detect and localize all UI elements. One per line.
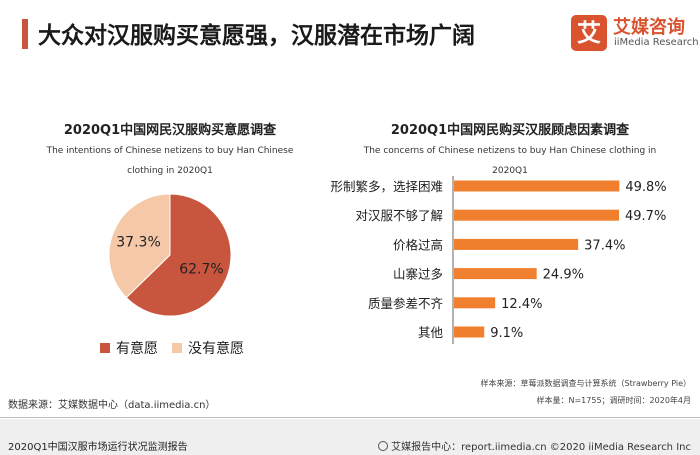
bar-category-label-0: 形制繁多，选择困难 xyxy=(330,179,443,194)
bar-value-label-3: 24.9% xyxy=(543,268,584,283)
bar-value-label-0: 49.8% xyxy=(625,180,666,195)
bar-value-label-4: 12.4% xyxy=(501,297,542,312)
bar-chart-title: 2020Q1中国网民购买汉服顾虑因素调查 xyxy=(390,123,630,138)
legend-swatch-willing xyxy=(100,343,110,353)
bar-4 xyxy=(454,297,496,309)
data-source-note: 数据来源：艾媒数据中心（data.iimedia.cn） xyxy=(8,400,216,411)
bar-category-label-3: 山寨过多 xyxy=(393,267,443,282)
legend-unwilling: 没有意愿 xyxy=(172,338,244,358)
bar-category-label-2: 价格过高 xyxy=(393,237,443,252)
pie-chart-subtitle: The intentions of Chinese netizens to bu… xyxy=(46,146,294,176)
globe-icon xyxy=(378,441,389,451)
pie-label-0: 62.7% xyxy=(179,261,223,277)
bar-0 xyxy=(454,180,620,192)
logo-name-en: iiMedia Research xyxy=(614,37,699,48)
pie-label-1: 37.3% xyxy=(116,235,160,251)
bar-3 xyxy=(454,268,537,280)
sample-info-note: 样本量：N=1755；调研时间：2020年4月 xyxy=(536,396,692,405)
bar-chart-subtitle: The concerns of Chinese netizens to buy … xyxy=(363,146,657,176)
bar-value-label-2: 37.4% xyxy=(584,238,625,253)
report-name: 2020Q1中国汉服市场运行状况监测报告 xyxy=(8,442,188,453)
legend-willing: 有意愿 xyxy=(100,338,158,358)
report-center-link[interactable]: 艾媒报告中心：report.iimedia.cn ©2020 iiMedia R… xyxy=(378,438,691,453)
bar-value-label-1: 49.7% xyxy=(625,209,666,224)
footer-divider xyxy=(0,417,700,418)
report-center-text: 艾媒报告中心：report.iimedia.cn ©2020 iiMedia R… xyxy=(391,442,691,453)
bar-2 xyxy=(454,238,579,250)
iimedia-logo[interactable]: 艾 艾媒咨询 iiMedia Research xyxy=(571,14,699,54)
pie-slice-0 xyxy=(125,193,232,317)
sample-source-note: 样本来源：草莓派数据调查与计算系统（Strawberry Pie） xyxy=(480,379,691,388)
legend-label-unwilling: 没有意愿 xyxy=(188,341,244,357)
legend-swatch-unwilling xyxy=(172,343,182,353)
bar-1 xyxy=(454,209,620,221)
bar-category-label-4: 质量参差不齐 xyxy=(368,296,444,311)
logo-name-cn: 艾媒咨询 xyxy=(613,17,685,38)
footer-bar xyxy=(0,419,700,455)
bar-category-label-5: 其他 xyxy=(418,325,444,340)
page-title: 大众对汉服购买意愿强，汉服潜在市场广阔 xyxy=(38,23,475,49)
pie-chart-title: 2020Q1中国网民汉服购买意愿调查 xyxy=(63,123,277,138)
logo-mark: 艾 xyxy=(571,15,607,51)
bar-category-label-1: 对汉服不够了解 xyxy=(355,208,443,223)
pie-slice-1 xyxy=(108,193,171,299)
bar-5 xyxy=(454,326,485,338)
bar-value-label-5: 9.1% xyxy=(490,326,523,341)
title-accent-bar xyxy=(22,19,28,49)
legend-label-willing: 有意愿 xyxy=(116,341,158,357)
